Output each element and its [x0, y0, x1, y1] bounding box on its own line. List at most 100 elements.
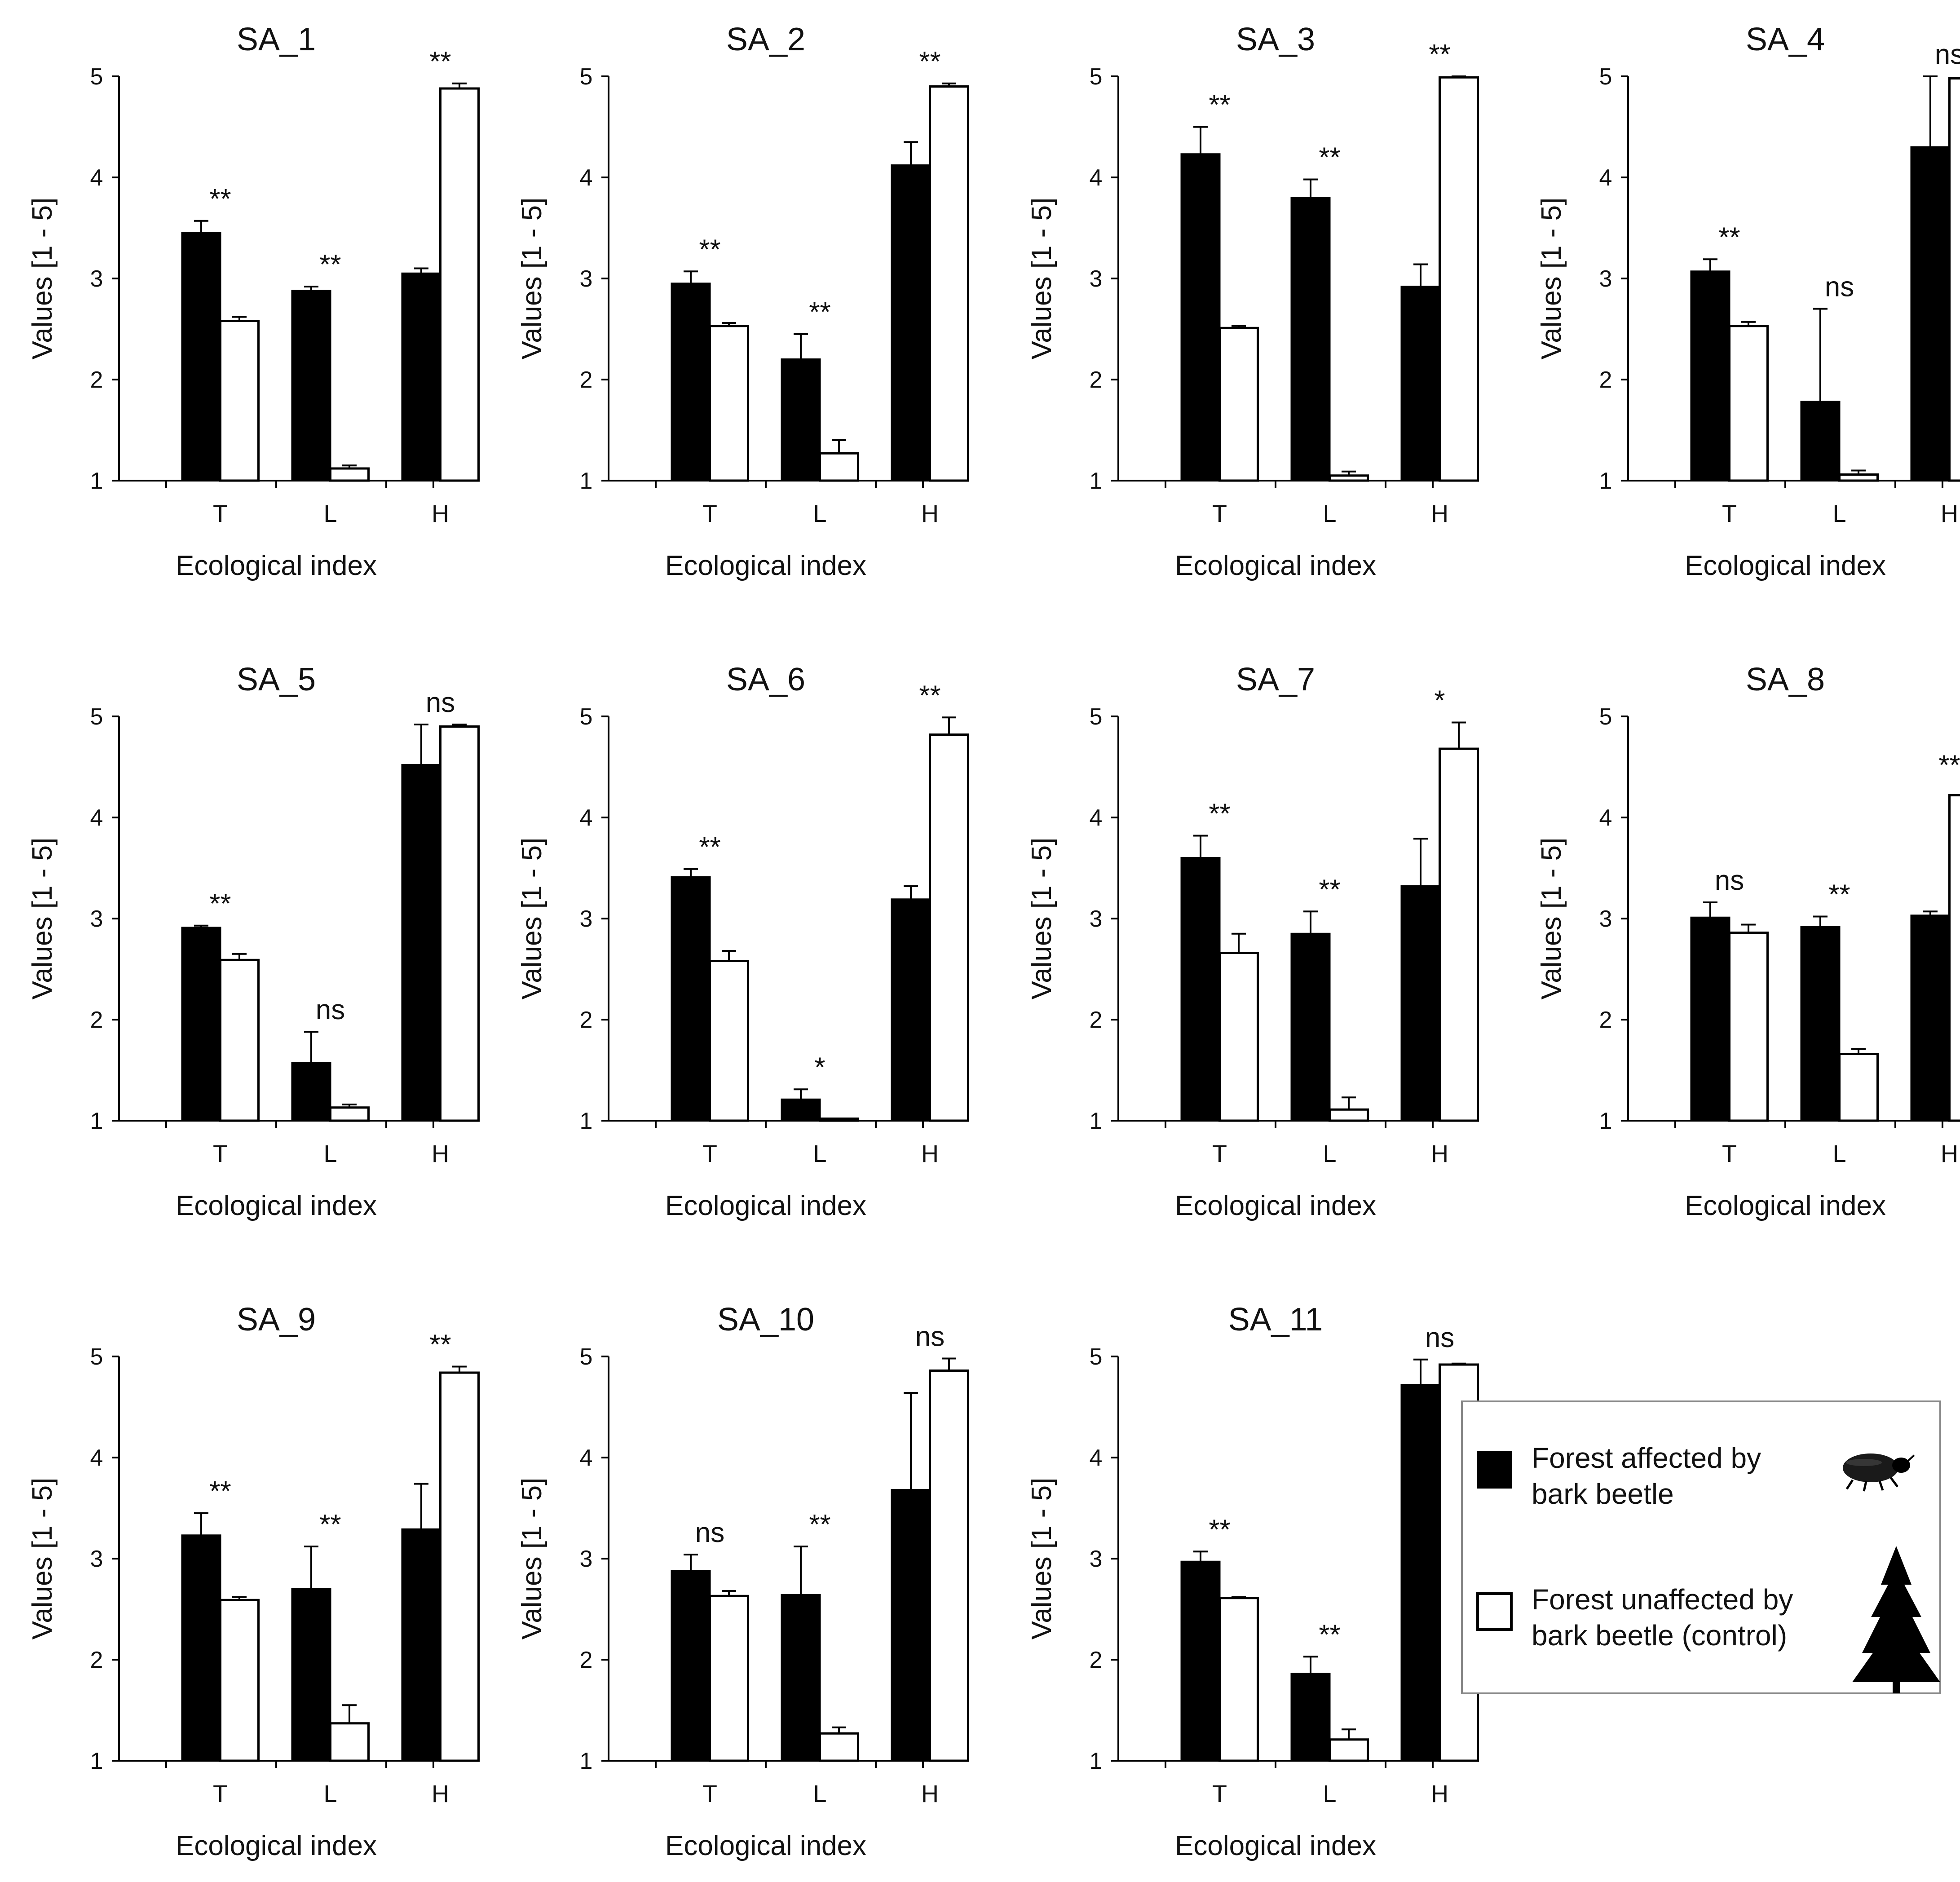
panel1-significance-L: ** — [319, 249, 341, 280]
panel6-bar-affected-L — [781, 1098, 821, 1122]
panel8-significance-H: ** — [1938, 750, 1960, 781]
panel11-y-axis-label: Values [1 - 5] — [1026, 1478, 1057, 1640]
panel4-significance-T: ** — [1718, 222, 1740, 253]
legend-label-affected-line1: Forest affected by — [1532, 1442, 1761, 1474]
panel5-y-tick-label: 3 — [90, 906, 103, 932]
panel10-significance-H: ns — [915, 1321, 945, 1352]
panel10-y-tick-label: 4 — [580, 1445, 593, 1471]
panel4-bar-control-L — [1838, 473, 1879, 482]
panel10-x-axis-label: Ecological index — [665, 1830, 866, 1861]
panel10-y-tick-label: 1 — [580, 1748, 593, 1774]
panel8-bar-control-T — [1728, 932, 1769, 1122]
panel5-x-axis-label: Ecological index — [176, 1190, 377, 1221]
panel11-bar-affected-H — [1400, 1384, 1441, 1762]
panel4-y-tick-label: 2 — [1599, 367, 1612, 393]
panel7-x-axis-label: Ecological index — [1175, 1190, 1376, 1221]
panel2-bar-control-L — [819, 452, 859, 482]
chart-panel-sa-6: SA_6 Values [1 - 5] 1 2 3 4 5 ** T * L ** H Ecologica… — [516, 662, 969, 1221]
chart-panel-sa-4: SA_4 Values [1 - 5] 1 2 3 4 5 ** Tns Lns H Ecologic… — [1536, 22, 1960, 581]
panel3-y-tick-label: 5 — [1090, 64, 1103, 90]
panel8-y-tick-label: 2 — [1599, 1007, 1612, 1033]
legend-swatch-affected — [1477, 1451, 1512, 1489]
panel3-title: SA_3 — [1236, 22, 1315, 57]
panel4-y-tick-label: 4 — [1599, 165, 1612, 191]
panel5-bar-affected-H — [401, 764, 441, 1122]
chart-panel-sa-8: SA_8 Values [1 - 5] 1 2 3 4 5 ns T ** L ** H Ecologic… — [1536, 662, 1960, 1221]
panel6-bar-affected-T — [671, 876, 711, 1122]
panel11-significance-T: ** — [1209, 1514, 1230, 1545]
chart-panel-sa-11: SA_11 Values [1 - 5] 1 2 3 4 5 ** T ** Lns H Ecologi… — [1026, 1302, 1479, 1861]
panel1-bar-affected-H — [401, 272, 441, 482]
spruce-tree-icon — [1852, 1546, 1940, 1693]
panel8-bar-control-H — [1948, 794, 1960, 1122]
panel5-bar-control-T — [219, 959, 260, 1122]
panel7-x-tick-label-L: L — [1323, 1140, 1336, 1167]
legend-swatch-control — [1476, 1592, 1513, 1631]
panel9-significance-T: ** — [209, 1476, 231, 1507]
panel4-x-axis-label: Ecological index — [1685, 550, 1886, 581]
panel3-x-tick-label-H: H — [1431, 500, 1448, 527]
panel11-x-tick-label-L: L — [1323, 1780, 1336, 1807]
panel6-y-tick-label: 1 — [580, 1108, 593, 1134]
panel7-x-tick-label-T: T — [1212, 1140, 1227, 1167]
legend-label-affected-line2: bark beetle — [1532, 1478, 1674, 1510]
panel1-x-tick-label-H: H — [432, 500, 449, 527]
panel4-y-tick-label: 1 — [1599, 468, 1612, 494]
panel8-y-tick-label: 1 — [1599, 1108, 1612, 1134]
panel11-bar-control-L — [1329, 1738, 1369, 1762]
panel7-bar-affected-L — [1290, 932, 1331, 1122]
panel8-title: SA_8 — [1746, 662, 1825, 698]
panel2-bar-affected-H — [891, 164, 931, 482]
panel2-bar-affected-L — [781, 358, 821, 482]
panel1-significance-T: ** — [209, 184, 231, 215]
panel1-y-tick-label: 2 — [90, 367, 103, 393]
panel10-x-tick-label-H: H — [921, 1780, 939, 1807]
panel1-y-tick-label: 1 — [90, 468, 103, 494]
panel10-title: SA_10 — [717, 1302, 814, 1338]
panel8-significance-T: ns — [1715, 865, 1744, 896]
panel2-x-tick-label-T: T — [702, 500, 717, 527]
panel6-y-tick-label: 3 — [580, 906, 593, 932]
panel11-significance-H: ns — [1425, 1322, 1454, 1353]
panel11-x-tick-label-T: T — [1212, 1780, 1227, 1807]
panel9-x-tick-label-H: H — [432, 1780, 449, 1807]
panel6-bar-control-H — [929, 733, 969, 1122]
panel2-bar-affected-T — [671, 283, 711, 482]
panel3-bar-control-T — [1218, 327, 1259, 482]
panel1-bar-affected-T — [181, 232, 221, 482]
panel6-x-tick-label-H: H — [921, 1140, 939, 1167]
panel4-x-tick-label-H: H — [1941, 500, 1958, 527]
panel3-bar-affected-L — [1290, 197, 1331, 482]
panel7-title: SA_7 — [1236, 662, 1315, 698]
panel9-bar-affected-H — [401, 1528, 441, 1762]
panel9-y-tick-label: 4 — [90, 1445, 103, 1471]
panel10-bar-affected-T — [671, 1570, 711, 1762]
panel6-bar-control-T — [709, 960, 749, 1122]
panel2-x-axis-label: Ecological index — [665, 550, 866, 581]
panel3-significance-T: ** — [1209, 90, 1230, 121]
panel11-bar-affected-T — [1180, 1560, 1221, 1762]
panel3-x-axis-label: Ecological index — [1175, 550, 1376, 581]
chart-panel-sa-7: SA_7 Values [1 - 5] 1 2 3 4 5 ** T ** L * H Ecologica… — [1026, 662, 1479, 1221]
panel8-y-tick-label: 5 — [1599, 704, 1612, 730]
panel5-bar-affected-T — [181, 927, 221, 1122]
panel3-y-axis-label: Values [1 - 5] — [1026, 198, 1057, 360]
panel3-bar-control-L — [1329, 474, 1369, 482]
panel10-significance-L: ** — [809, 1509, 830, 1540]
panel4-y-tick-label: 5 — [1599, 64, 1612, 90]
panel1-y-tick-label: 4 — [90, 165, 103, 191]
panel6-significance-L: * — [814, 1052, 825, 1083]
panel7-y-tick-label: 5 — [1090, 704, 1103, 730]
panel4-bar-affected-L — [1800, 401, 1841, 482]
panel2-y-axis-label: Values [1 - 5] — [516, 198, 547, 360]
panel1-y-tick-label: 3 — [90, 266, 103, 292]
panel4-bar-affected-T — [1690, 270, 1730, 482]
panel2-bar-control-H — [929, 85, 969, 482]
panel6-y-axis-label: Values [1 - 5] — [516, 838, 547, 1000]
panel6-bar-affected-H — [891, 898, 931, 1122]
panel11-significance-L: ** — [1319, 1619, 1340, 1650]
panel5-y-tick-label: 5 — [90, 704, 103, 730]
panel6-y-tick-label: 2 — [580, 1007, 593, 1033]
panel3-y-tick-label: 1 — [1090, 468, 1103, 494]
